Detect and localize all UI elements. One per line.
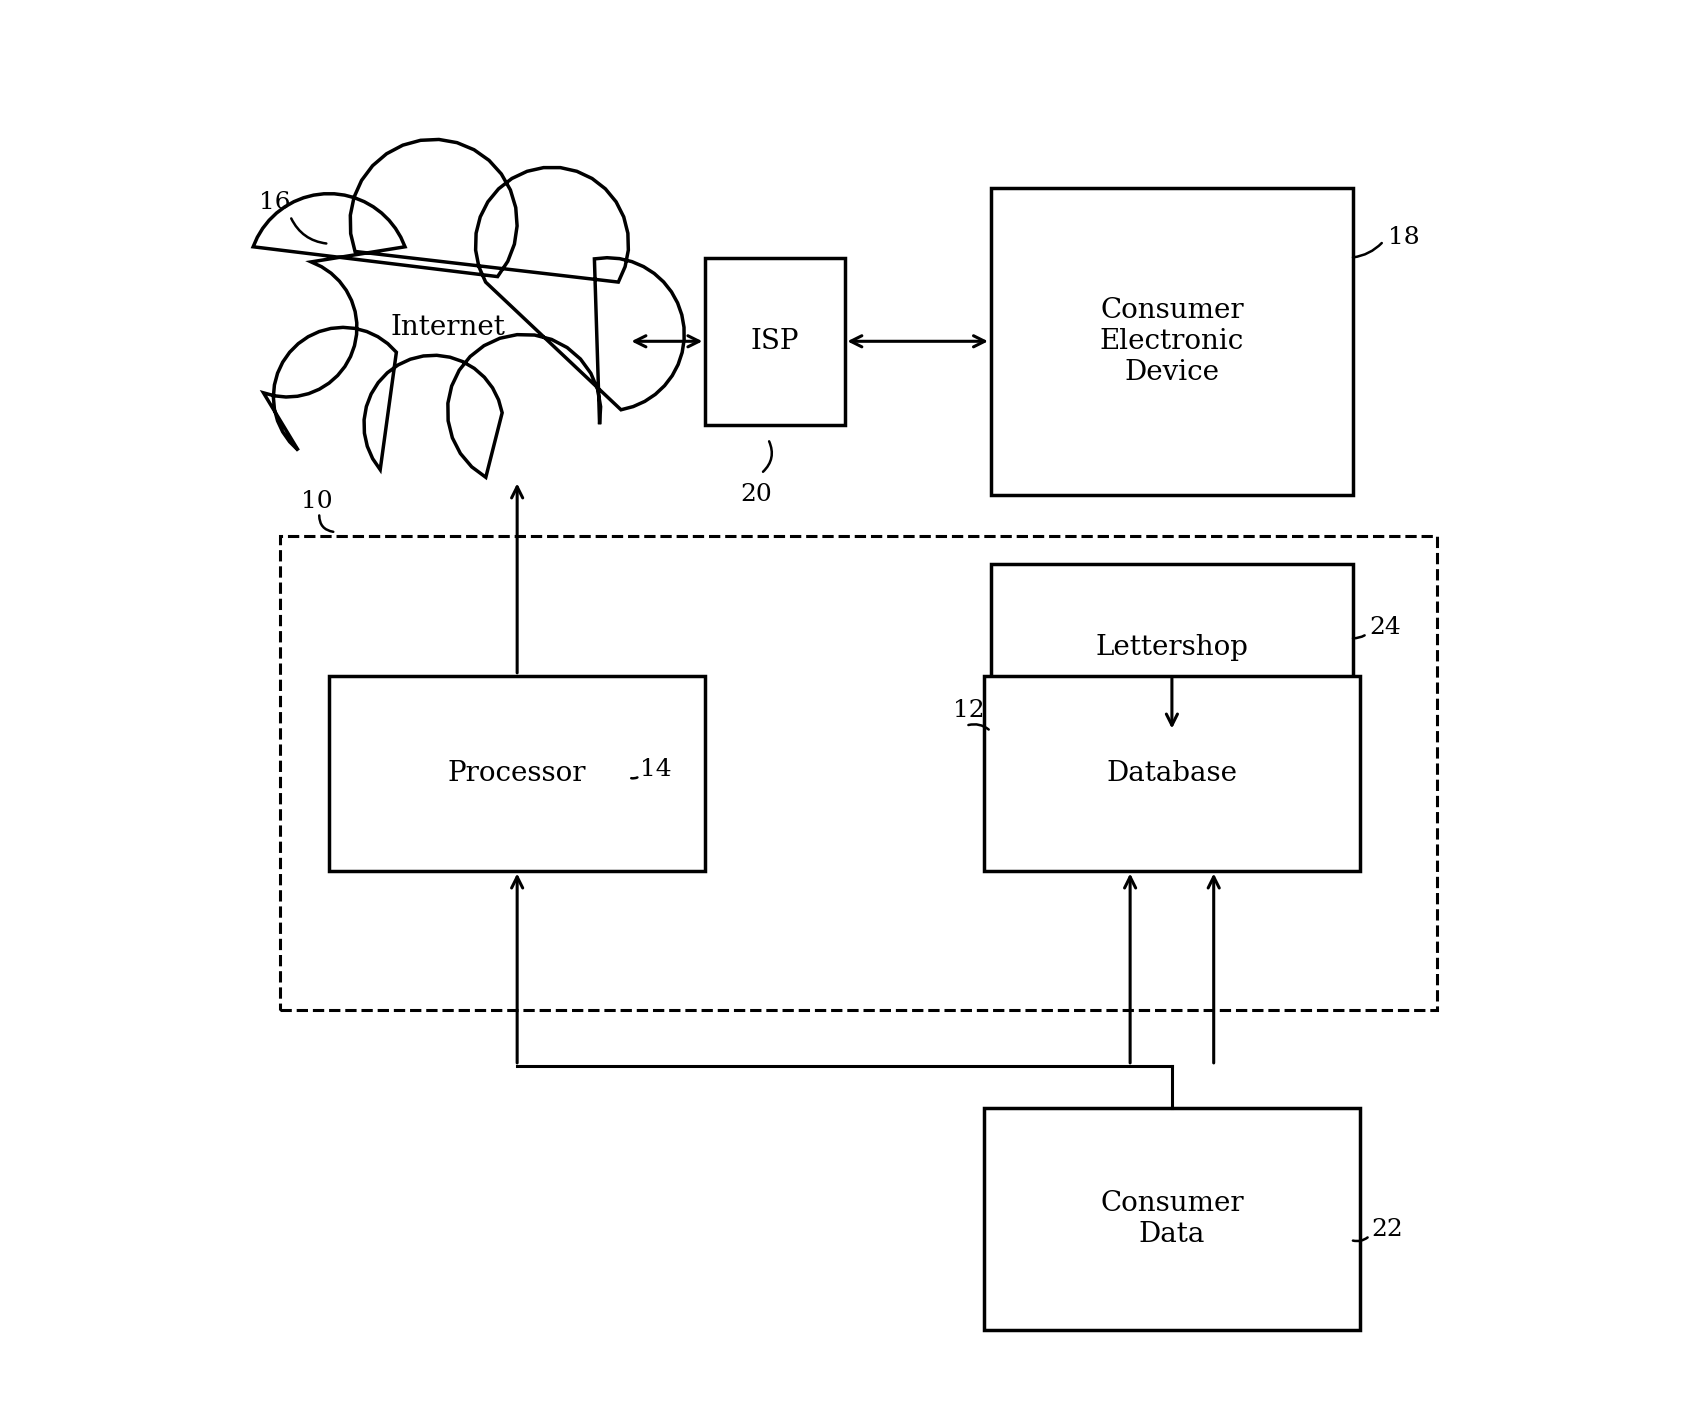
Bar: [984, 675, 1361, 871]
Text: 24: 24: [1369, 616, 1402, 639]
Text: ISP: ISP: [751, 328, 799, 355]
Text: 10: 10: [301, 491, 332, 514]
Text: Internet: Internet: [390, 314, 504, 340]
Bar: [705, 257, 845, 425]
Bar: [991, 564, 1352, 732]
Text: Lettershop: Lettershop: [1095, 635, 1248, 661]
Bar: [984, 1107, 1361, 1331]
Bar: [991, 189, 1352, 494]
Bar: [281, 536, 1437, 1010]
Text: 22: 22: [1371, 1217, 1403, 1241]
Text: Consumer
Electronic
Device: Consumer Electronic Device: [1100, 297, 1243, 386]
Bar: [329, 675, 705, 871]
Text: 16: 16: [259, 191, 291, 214]
Text: 12: 12: [954, 699, 984, 722]
Text: Consumer
Data: Consumer Data: [1100, 1190, 1243, 1248]
Polygon shape: [254, 139, 685, 477]
Text: 20: 20: [741, 484, 771, 507]
Text: Processor: Processor: [448, 760, 586, 787]
Text: 18: 18: [1388, 225, 1420, 249]
Text: Database: Database: [1107, 760, 1238, 787]
Text: 14: 14: [640, 758, 671, 781]
